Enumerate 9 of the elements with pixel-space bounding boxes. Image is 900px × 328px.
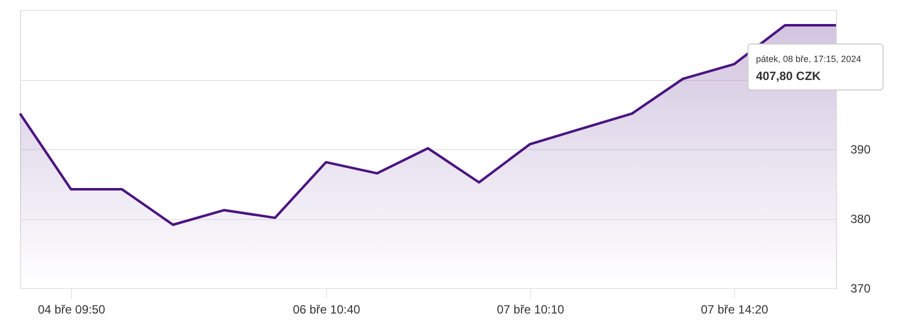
annotation: 407,80 CZK [756,69,822,83]
x-tick-label: 07 bře 10:10 [496,302,565,316]
x-tick-label: 06 bře 10:40 [292,302,361,316]
y-tick-label: 390 [850,142,871,156]
x-tick-label: 04 bře 09:50 [38,302,106,316]
y-tick-label: 370 [850,282,871,296]
annotation: pátek, 08 bře, 17:15, 2024 [756,54,862,64]
x-tick-label: 07 bře 14:20 [700,302,769,316]
y-tick-label: 380 [850,212,871,226]
